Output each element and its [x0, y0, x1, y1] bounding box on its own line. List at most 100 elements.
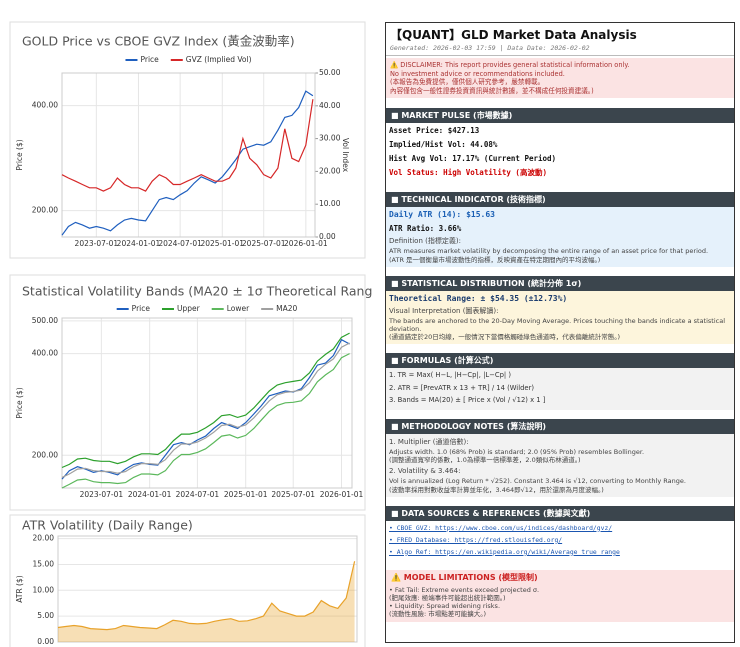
chart-panel: [9, 514, 366, 647]
x-tick-label: 2024-07-01: [176, 490, 220, 499]
report-section: ■ TECHNICAL INDICATOR (技術指標) Daily ATR (1…: [386, 192, 734, 267]
y2-axis-label: Vol Index: [341, 138, 350, 173]
reference-link[interactable]: • Algo Ref: https://en.wikipedia.org/wik…: [389, 547, 620, 556]
y2-tick-label: 10.00: [319, 199, 341, 208]
section-heading: ■ MARKET PULSE (市場數據): [386, 108, 734, 124]
series-line: [61, 353, 350, 489]
section-line: (調整通道寬窄的係數，1.0為標準一倍標準差，2.0類似布林通道。): [389, 456, 581, 465]
disclaimer: ⚠️ DISCLAIMER: This report provides gene…: [386, 58, 734, 99]
legend-label: Lower: [227, 304, 250, 313]
x-tick-label: 2025-07-01: [242, 239, 286, 248]
y-tick-label: 400.00: [32, 101, 58, 110]
x-tick-label: 2024-01-01: [128, 490, 172, 499]
area-line: [57, 561, 356, 631]
section-line: Definition (指標定義):: [389, 237, 461, 246]
y-tick-label: 5.00: [37, 611, 54, 620]
y-tick-label: 15.00: [33, 559, 55, 568]
y-tick-label: 500.00: [32, 316, 58, 325]
report-panel: 【QUANT】GLD Market Data Analysis Generate…: [385, 22, 735, 643]
plot-frame: [61, 317, 353, 489]
y-tick-label: 0.00: [37, 637, 54, 646]
section-line: • Fat Tail: Extreme events exceed projec…: [389, 585, 540, 594]
y-tick-label: 400.00: [32, 349, 58, 358]
section-heading: ■ DATA SOURCES & REFERENCES (數據與文獻): [386, 505, 734, 521]
legend-label: Upper: [177, 304, 201, 313]
reference-link[interactable]: • CBOE GVZ: https://www.cboe.com/us/indi…: [389, 523, 613, 532]
report-title: 【QUANT】GLD Market Data Analysis: [390, 28, 637, 42]
section-line: 2. Volatility & 3.464:: [389, 467, 461, 476]
x-tick-label: 2026-01-01: [320, 490, 364, 499]
section-line: 1. Multiplier (通道倍數):: [389, 437, 469, 446]
section-line: Visual Interpretation (圖表解讀):: [389, 306, 499, 315]
section-line: Theoretical Range: ± $54.35 (±12.73%): [389, 293, 568, 303]
y2-tick-label: 50.00: [319, 68, 341, 77]
y-axis-label: Price ($): [15, 387, 24, 418]
series-line: [61, 99, 314, 192]
section-line: 1. TR = Max( H−L, |H−Cp|, |L−Cp| ): [389, 371, 512, 380]
section-line: The bands are anchored to the 20-Day Mov…: [389, 316, 726, 333]
section-body: Daily ATR (14): $15.63 ATR Ratio: 3.66% De…: [386, 207, 734, 267]
report-section: ■ METHODOLOGY NOTES (算法說明) 1. Multiplier …: [386, 418, 734, 497]
section-line: Daily ATR (14): $15.63: [389, 210, 495, 220]
y2-tick-label: 20.00: [319, 166, 341, 175]
series-line: [61, 338, 350, 480]
x-tick-label: 2023-07-01: [80, 490, 124, 499]
y-tick-label: 200.00: [32, 206, 58, 215]
section-line: • Liquidity: Spread widening risks.: [389, 602, 501, 611]
series-line: [61, 90, 314, 236]
section-body: 1. Multiplier (通道倍數): Adjusts width. 1.0 …: [386, 433, 734, 497]
area-fill: [58, 561, 355, 642]
section-line: ATR Ratio: 3.66%: [389, 224, 462, 234]
series-line: [61, 332, 350, 469]
x-tick-label: 2026-01-01: [284, 239, 328, 248]
plot-frame: [61, 72, 316, 238]
y-tick-label: 200.00: [32, 450, 58, 459]
x-tick-label: 2025-07-01: [271, 490, 315, 499]
y2-tick-label: 30.00: [319, 134, 341, 143]
report-meta: Generated: 2026-02-03 17:59 | Data Date:…: [386, 44, 734, 56]
section-line: Vol is annualized (Log Return * √252). C…: [389, 477, 686, 486]
x-tick-label: 2025-01-01: [224, 490, 268, 499]
section-body: • Fat Tail: Extreme events exceed projec…: [386, 584, 734, 622]
section-line: 2. ATR = [PrevATR x 13 + TR] / 14 (Wilde…: [389, 383, 535, 392]
disclaimer-line: ⚠️ DISCLAIMER: This report provides gene…: [390, 61, 630, 69]
legend-label: Price: [140, 55, 159, 64]
disclaimer-line: 內容僅包含一般性證券投資資訊與統計數據，並不構成任何投資建議。): [390, 86, 594, 95]
sections: ■ MARKET PULSE (市場數據) Asset Price: $427.1…: [386, 108, 734, 622]
y2-tick-label: 0.00: [319, 232, 336, 241]
x-tick-label: 2024-01-01: [117, 239, 161, 248]
section-heading: ■ METHODOLOGY NOTES (算法說明): [386, 418, 734, 434]
y-axis-label: ATR ($): [15, 575, 24, 602]
section-heading: ■ FORMULAS (計算公式): [386, 353, 734, 369]
y2-tick-label: 40.00: [319, 101, 341, 110]
report-section: ■ FORMULAS (計算公式) 1. TR = Max( H−L, |H−Cp…: [386, 353, 734, 410]
x-tick-label: 2025-01-01: [200, 239, 244, 248]
section-body: Theoretical Range: ± $54.35 (±12.73%) Vis…: [386, 290, 734, 345]
y-tick-label: 10.00: [33, 585, 55, 594]
section-line: (肥尾效應: 極端事件可能超出統計範圍。): [389, 593, 506, 602]
legend-label: Price: [132, 304, 151, 313]
reference-link[interactable]: • FRED Database: https://fred.stlouisfed…: [389, 535, 563, 544]
plot-frame: [57, 535, 358, 643]
report-section: ■ DATA SOURCES & REFERENCES (數據與文獻) • CBO…: [386, 505, 734, 561]
report-section: ■ STATISTICAL DISTRIBUTION (統計分佈 1σ) Theo…: [386, 275, 734, 345]
section-line: Hist Avg Vol: 17.17% (Current Period): [389, 154, 557, 164]
legend: Price GVZ (Implied Vol): [125, 55, 252, 64]
section-line: 3. Bands = MA(20) ± [ Price x (Vol / √12…: [389, 396, 546, 405]
section-body: 1. TR = Max( H−L, |H−Cp|, |L−Cp| ) 2. ATR…: [386, 368, 734, 410]
section-line: Adjusts width. 1.0 (68% Prob) is standar…: [389, 447, 645, 456]
section-body: • CBOE GVZ: https://www.cboe.com/us/indi…: [386, 521, 734, 561]
section-body: Asset Price: $427.13 Implied/Hist Vol: 44…: [386, 123, 734, 183]
section-line: (ATR 是一個衡量市場波動性的指標，反映資產在特定期間內的平均波幅。): [389, 255, 601, 264]
legend: Price Upper Lower MA20: [116, 304, 298, 313]
charts: GOLD Price vs CBOE GVZ Index (黃金波動率) 200.…: [9, 21, 372, 647]
x-tick-label: 2024-07-01: [158, 239, 202, 248]
section-heading: ■ TECHNICAL INDICATOR (技術指標): [386, 192, 734, 208]
y-tick-label: 20.00: [33, 534, 55, 543]
x-tick-label: 2023-07-01: [75, 239, 119, 248]
section-heading: ■ STATISTICAL DISTRIBUTION (統計分佈 1σ): [386, 275, 734, 291]
legend-label: GVZ (Implied Vol): [186, 55, 252, 64]
section-heading: ⚠️ MODEL LIMITATIONS (模型限制): [386, 569, 734, 585]
section-line: (流動性風險: 市場點差可能擴大。): [389, 610, 487, 619]
